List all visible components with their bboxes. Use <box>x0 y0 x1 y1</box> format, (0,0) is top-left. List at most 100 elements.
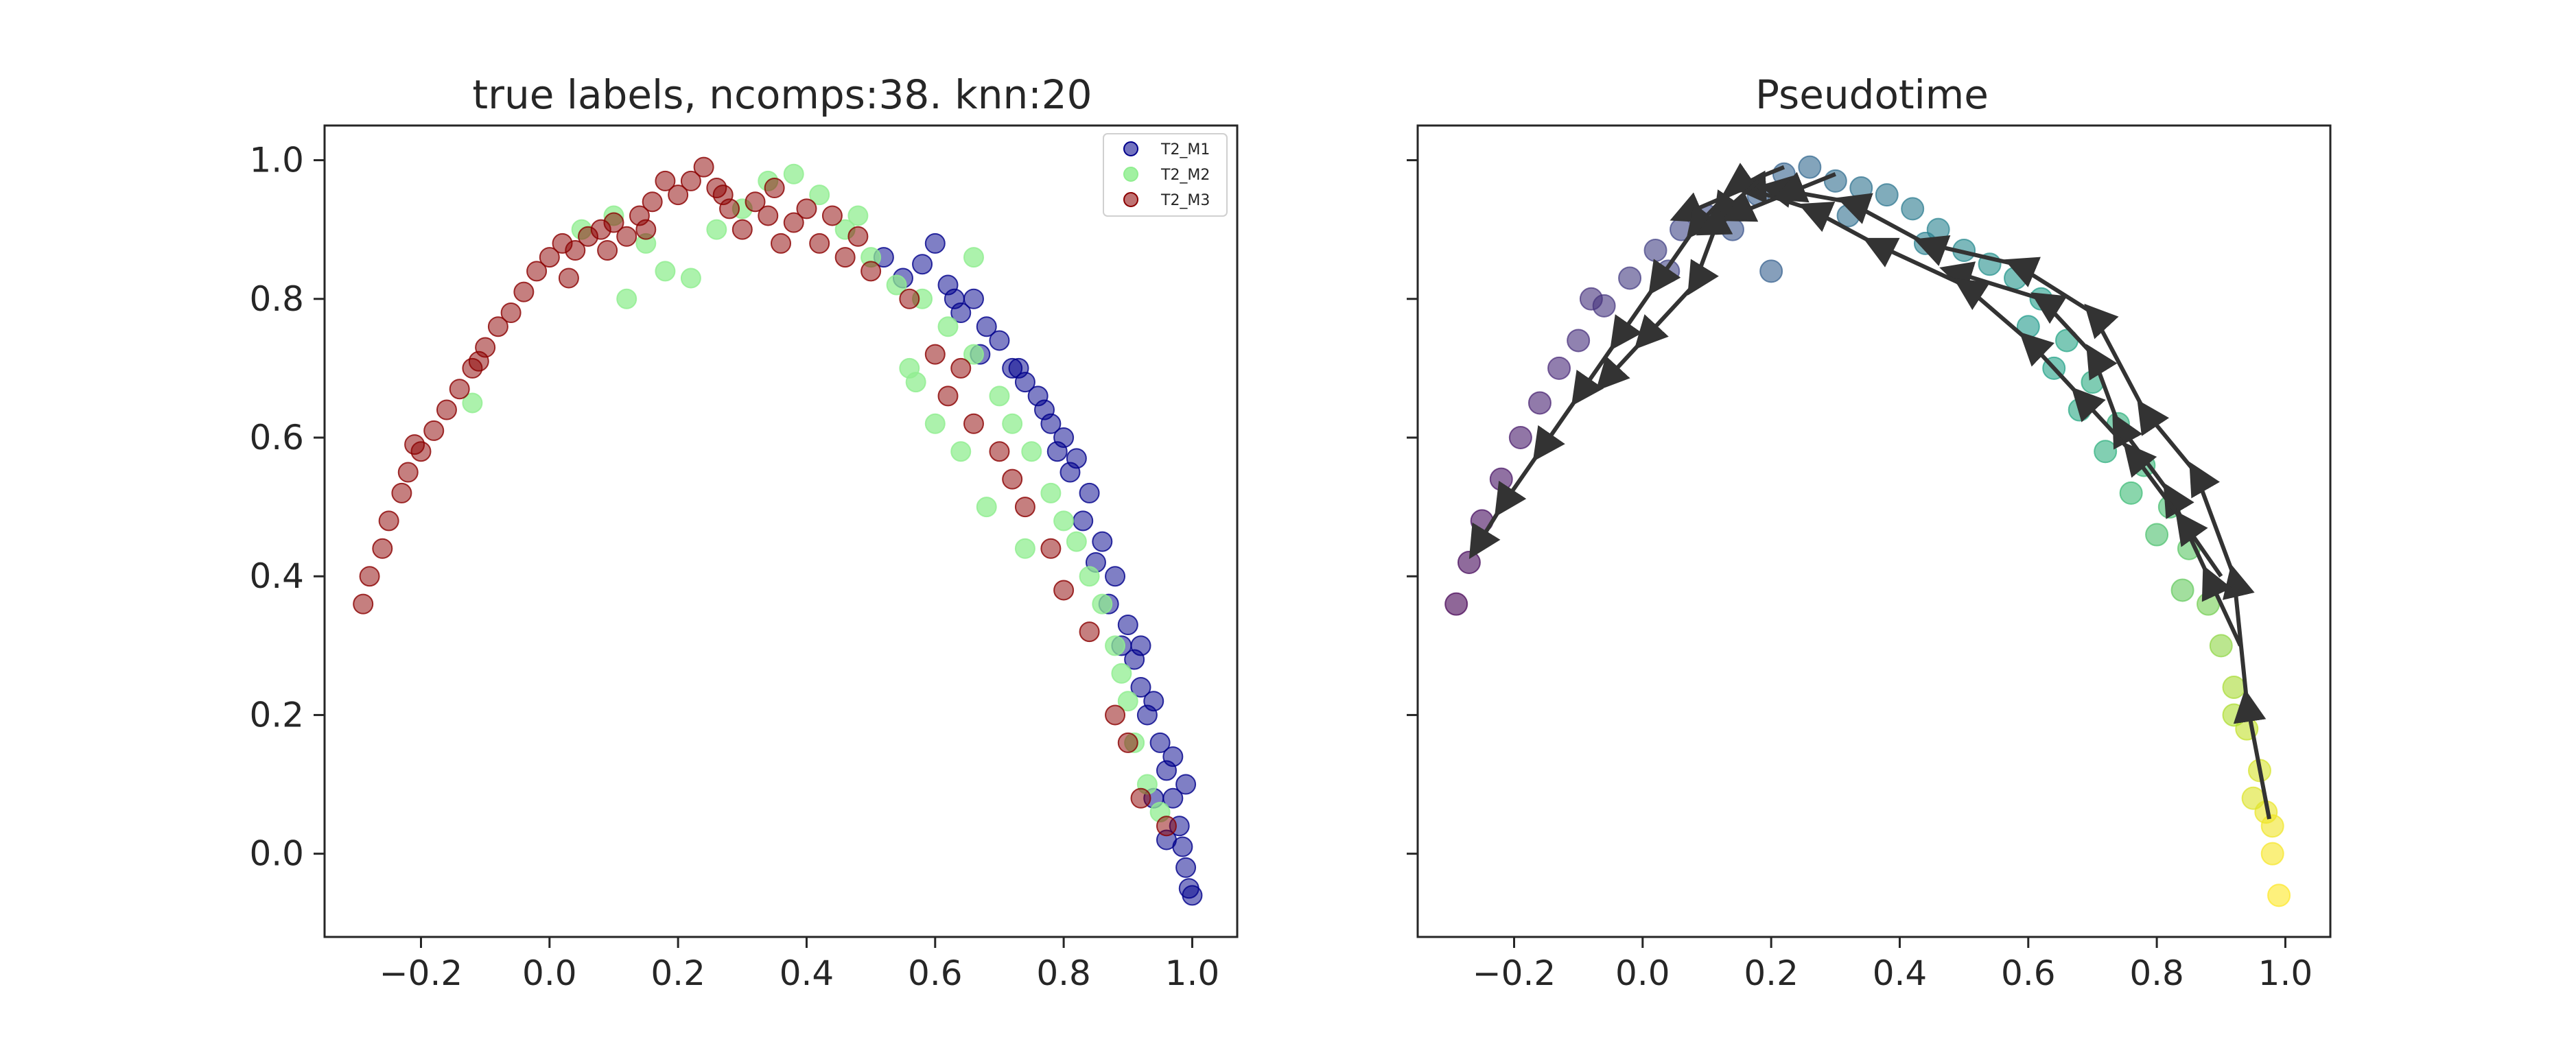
scatter-point-t2-m2 <box>1014 538 1035 559</box>
scatter-point-t2-m3 <box>526 261 548 282</box>
y-tick-label: 0.4 <box>249 556 304 596</box>
scatter-point-t2-m3 <box>468 350 489 372</box>
scatter-point-t2-m1 <box>912 254 933 275</box>
scatter-point-t2-m2 <box>1117 691 1138 712</box>
scatter-point-t2-m3 <box>655 170 676 191</box>
scatter-point-t2-m3 <box>487 316 508 337</box>
scatter-point-t2-m1 <box>989 330 1010 351</box>
scatter-point-t2-m3 <box>378 510 399 532</box>
x-tick-label: 0.2 <box>651 953 705 993</box>
scatter-point-t2-m1 <box>1073 510 1094 532</box>
y-axis-ticks <box>1407 159 1418 855</box>
scatter-point-t2-m1 <box>1130 635 1151 656</box>
x-tick-label: 0.2 <box>1744 953 1799 993</box>
scatter-point-pseudotime <box>1759 259 1783 283</box>
scatter-point-t2-m2 <box>963 344 984 365</box>
scatter-point-t2-m2 <box>1111 663 1132 684</box>
scatter-point-t2-m3 <box>899 288 920 309</box>
legend-marker-t2-m2 <box>1123 167 1138 182</box>
scatter-point-t2-m1 <box>1175 857 1197 878</box>
scatter-point-t2-m2 <box>989 385 1010 407</box>
legend-label-t2-m3: T2_M3 <box>1160 192 1210 209</box>
y-tick-label: 0.8 <box>249 279 304 319</box>
scatter-point-t2-m3 <box>397 462 419 483</box>
scatter-point-t2-m3 <box>1053 580 1075 601</box>
scatter-point-t2-m3 <box>1040 538 1062 559</box>
scatter-point-pseudotime <box>2267 883 2291 907</box>
scatter-point-t2-m2 <box>1092 593 1113 615</box>
x-tick-label: 1.0 <box>2258 953 2313 993</box>
scatter-point-t2-m3 <box>834 247 856 268</box>
scatter-point-t2-m1 <box>1182 885 1203 906</box>
x-tick-label: −0.2 <box>379 953 462 993</box>
x-tick-label: 0.0 <box>522 953 577 993</box>
scatter-point-t2-m3 <box>1130 787 1151 809</box>
scatter-point-t2-m1 <box>944 288 965 309</box>
scatter-point-pseudotime <box>2209 634 2233 658</box>
scatter-point-t2-m1 <box>1117 615 1138 635</box>
y-tick-label: 0.6 <box>249 418 304 457</box>
scatter-points-pseudotime <box>1444 155 2291 907</box>
trajectory-arrows <box>1468 163 2271 820</box>
scatter-point-t2-m2 <box>1040 482 1062 503</box>
x-tick-label: −0.2 <box>1473 953 1556 993</box>
scatter-point-t2-m2 <box>847 205 869 226</box>
legend-label-t2-m1: T2_M1 <box>1160 141 1210 158</box>
scatter-point-pseudotime <box>1875 183 1899 207</box>
scatter-point-t2-m3 <box>565 240 586 261</box>
scatter-point-t2-m3 <box>597 240 618 261</box>
scatter-point-pseudotime <box>1547 356 1571 380</box>
scatter-point-t2-m3 <box>1079 621 1100 643</box>
scatter-point-t2-m3 <box>668 185 689 206</box>
legend: T2_M1 T2_M2 T2_M3 <box>1103 133 1228 217</box>
scatter-point-pseudotime <box>1457 551 1481 574</box>
scatter-point-t2-m3 <box>603 212 624 233</box>
scatter-point-t2-m1 <box>1059 462 1081 483</box>
scatter-point-t2-m3 <box>745 191 766 213</box>
scatter-point-t2-m3 <box>963 413 984 434</box>
scatter-point-t2-m3 <box>950 357 972 379</box>
scatter-point-t2-m2 <box>1021 441 1042 462</box>
scatter-point-t2-m1 <box>1162 746 1184 768</box>
scatter-point-t2-m2 <box>886 274 907 296</box>
scatter-point-t2-m3 <box>937 385 959 407</box>
scatter-point-t2-m2 <box>1105 635 1126 656</box>
scatter-point-t2-m3 <box>436 399 457 420</box>
scatter-point-t2-m3 <box>1002 468 1023 490</box>
chart-title: Pseudotime <box>1755 71 1989 118</box>
scatter-point-t2-m2 <box>924 413 946 434</box>
scatter-point-t2-m1 <box>1079 482 1100 503</box>
scatter-point-t2-m2 <box>976 497 997 518</box>
x-tick-label: 0.8 <box>2129 953 2184 993</box>
y-axis-ticks: 0.0 0.2 0.4 0.6 0.8 1.0 <box>249 141 325 874</box>
scatter-point-t2-m3 <box>712 185 734 206</box>
scatter-point-t2-m1 <box>976 316 997 337</box>
scatter-point-t2-m2 <box>937 316 959 337</box>
scatter-point-t2-m3 <box>860 261 882 282</box>
scatter-point-t2-m3 <box>758 205 779 226</box>
scatter-point-t2-m2 <box>1066 531 1087 552</box>
trajectory-arrow <box>1939 261 2243 647</box>
scatter-point-t2-m3 <box>359 566 380 587</box>
scatter-point-t2-m1 <box>1130 677 1151 698</box>
x-tick-label: 0.0 <box>1615 953 1670 993</box>
scatter-point-t2-m3 <box>1105 704 1126 726</box>
scatter-point-t2-m2 <box>950 441 972 462</box>
scatter-point-t2-m3 <box>539 247 560 268</box>
scatter-point-t2-m1 <box>1008 357 1029 379</box>
scatter-point-t2-m1 <box>1034 399 1055 420</box>
x-tick-label: 0.4 <box>780 953 834 993</box>
legend-label-t2-m2: T2_M2 <box>1160 167 1210 184</box>
scatter-point-t2-m3 <box>764 178 785 198</box>
scatter-point-pseudotime <box>1823 169 1847 193</box>
scatter-point-t2-m2 <box>1053 510 1075 532</box>
legend-marker-t2-m3 <box>1123 192 1138 207</box>
scatter-point-t2-m1 <box>963 288 984 309</box>
scatter-point-pseudotime <box>1567 329 1591 353</box>
y-tick-label: 0.2 <box>249 695 304 735</box>
scatter-point-t2-m3 <box>353 593 374 615</box>
scatter-point-t2-m3 <box>1117 732 1138 753</box>
scatter-point-t2-m3 <box>680 170 701 191</box>
scatter-point-t2-m3 <box>796 198 817 219</box>
